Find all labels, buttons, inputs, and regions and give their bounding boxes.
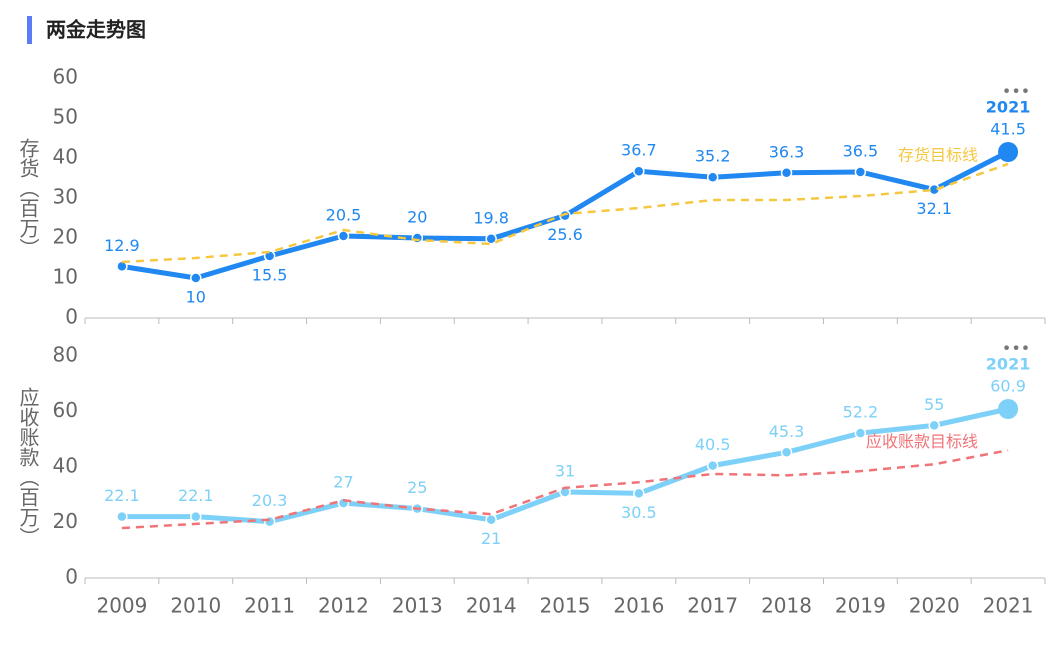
title-marker <box>27 16 32 44</box>
y-tick-label: 60 <box>53 398 78 422</box>
data-label: 36.3 <box>769 142 805 161</box>
data-point <box>263 250 276 262</box>
x-tick-label: 2010 <box>170 594 221 618</box>
data-label: 15.5 <box>252 266 288 285</box>
highlight-label: 2021 <box>986 98 1031 117</box>
x-tick-label: 2014 <box>466 594 517 618</box>
data-point <box>116 510 128 523</box>
data-label: 27 <box>333 473 353 492</box>
data-point <box>780 167 793 179</box>
data-label: 40.5 <box>695 435 731 454</box>
y-tick-label: 40 <box>53 145 78 169</box>
data-point <box>190 510 202 523</box>
y-tick-label: 50 <box>53 105 78 129</box>
data-label: 36.7 <box>621 141 657 160</box>
data-label: 22.1 <box>178 486 214 505</box>
data-label: 52.2 <box>843 403 879 422</box>
series-line <box>121 162 1009 264</box>
x-tick-label: 2013 <box>392 594 443 618</box>
x-tick-label: 2017 <box>687 594 738 618</box>
data-point <box>928 419 940 432</box>
data-label: 30.5 <box>621 503 657 522</box>
data-point <box>633 487 645 500</box>
y-tick-label: 10 <box>53 265 78 289</box>
data-point <box>633 165 645 177</box>
data-label: 60.9 <box>990 377 1026 396</box>
x-tick-label: 2018 <box>761 594 812 618</box>
target-line-label: 应收账款目标线 <box>866 432 978 451</box>
data-point <box>411 232 424 244</box>
data-label: 19.8 <box>473 208 509 227</box>
y-tick-label: 30 <box>53 185 78 209</box>
data-label: 22.1 <box>104 486 140 505</box>
highlight-label: 2021 <box>986 355 1031 374</box>
x-tick-label: 2012 <box>318 594 369 618</box>
data-label: 20.3 <box>252 491 288 510</box>
data-point <box>854 427 867 439</box>
data-label: 36.5 <box>843 142 879 161</box>
y-tick-label: 20 <box>53 509 78 533</box>
y-tick-label: 20 <box>53 225 78 249</box>
data-point <box>998 142 1019 162</box>
data-label: 12.9 <box>104 236 140 255</box>
x-tick-label: 2015 <box>540 594 591 618</box>
data-label: 21 <box>481 529 501 548</box>
data-point <box>485 513 497 526</box>
more-icon[interactable]: ••• <box>1002 339 1030 358</box>
data-label: 41.5 <box>990 120 1026 139</box>
data-point <box>854 166 867 178</box>
x-tick-label: 2019 <box>835 594 886 618</box>
data-point <box>780 446 793 459</box>
data-point <box>998 399 1019 420</box>
y-tick-label: 0 <box>65 305 78 329</box>
y-axis-label: 应收账款（百万） <box>16 387 40 547</box>
y-tick-label: 0 <box>65 565 78 589</box>
chart-title: 两金走势图 <box>46 18 146 42</box>
y-axis-label: 存货（百万） <box>16 138 40 258</box>
more-icon[interactable]: ••• <box>1002 82 1030 101</box>
x-tick-label: 2009 <box>96 594 147 618</box>
data-point <box>706 171 719 183</box>
data-label: 31 <box>555 461 575 480</box>
data-label: 32.1 <box>916 199 952 218</box>
target-line-label: 存货目标线 <box>898 146 978 165</box>
x-tick-label: 2011 <box>244 594 295 618</box>
series-line <box>121 449 1009 530</box>
y-tick-label: 60 <box>53 65 78 89</box>
y-tick-label: 80 <box>53 343 78 367</box>
x-tick-label: 2021 <box>983 594 1034 618</box>
x-tick-label: 2016 <box>613 594 664 618</box>
y-tick-label: 40 <box>53 454 78 478</box>
data-point <box>485 233 497 245</box>
data-point <box>263 515 276 528</box>
x-tick-label: 2020 <box>909 594 960 618</box>
data-point <box>190 272 202 284</box>
data-label: 45.3 <box>769 422 805 441</box>
data-point <box>337 230 350 242</box>
data-label: 25 <box>407 478 427 497</box>
data-label: 20.5 <box>326 206 362 225</box>
data-label: 55 <box>924 395 944 414</box>
data-label: 25.6 <box>547 225 583 244</box>
data-label: 10 <box>186 288 206 307</box>
data-point <box>706 459 719 472</box>
data-label: 35.2 <box>695 147 731 166</box>
data-label: 20 <box>407 208 427 227</box>
